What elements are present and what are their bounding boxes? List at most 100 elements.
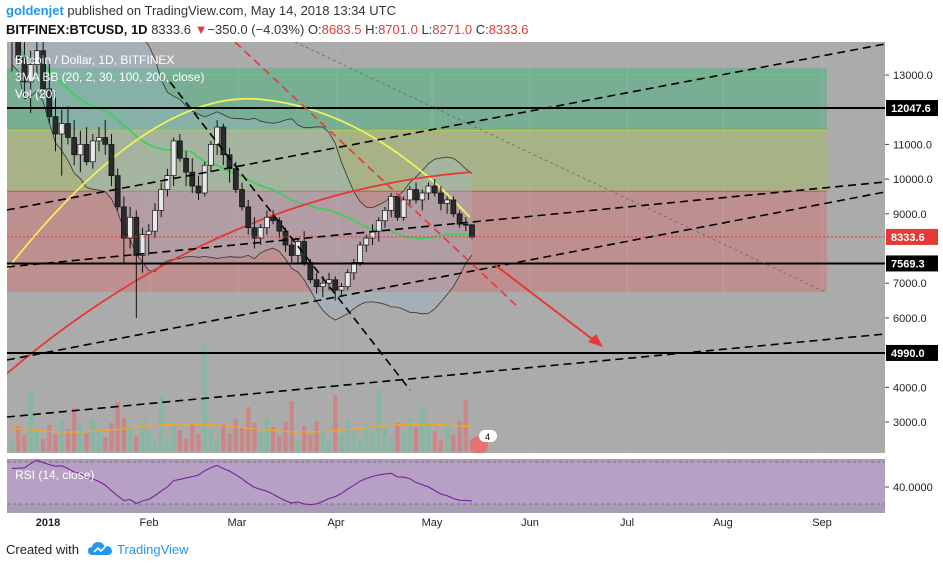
volume-bar	[357, 438, 363, 452]
x-tick-label: Aug	[713, 517, 733, 529]
down-arrow-icon: ▼	[194, 22, 208, 37]
candle-body	[15, 42, 22, 59]
high-label: H:	[365, 22, 379, 37]
candle-body	[220, 126, 227, 156]
volume-bar	[376, 389, 381, 452]
price-tag-label: 8333.6	[891, 232, 925, 244]
volume-bar	[84, 433, 89, 452]
volume-bar	[140, 422, 145, 452]
candle-body	[139, 234, 146, 256]
volume-bar	[16, 426, 21, 452]
candle-body	[71, 137, 78, 156]
event-badge-count: 4	[485, 432, 490, 442]
volume-bar	[420, 406, 425, 452]
volume-bar	[426, 422, 431, 452]
candle-body	[102, 137, 109, 145]
volume-bar	[252, 423, 257, 452]
price-tag	[886, 100, 938, 117]
candle-body	[239, 189, 245, 208]
price-tag-label: 7569.3	[891, 258, 925, 270]
candle-body	[388, 196, 395, 211]
trendline-mid	[7, 181, 885, 268]
high-value: 8701.0	[378, 22, 418, 37]
candle-body	[351, 262, 357, 274]
price-tag	[886, 228, 938, 245]
candle-body	[382, 209, 388, 222]
candle-body	[400, 199, 407, 218]
volume-bar	[333, 395, 338, 452]
x-tick-label: 2018	[36, 517, 60, 529]
volume-bar	[382, 428, 388, 452]
event-badge	[479, 430, 497, 442]
candle-body	[288, 244, 295, 256]
volume-bar	[103, 437, 108, 452]
y-tick-label: 7000.0	[893, 278, 927, 290]
candle-body	[83, 144, 90, 163]
candle-body	[282, 230, 289, 246]
trendline-upper	[7, 43, 885, 211]
projection-arrow	[494, 264, 601, 346]
candle-body	[58, 123, 65, 135]
volume-bar	[196, 434, 201, 452]
volume-bar	[264, 418, 270, 452]
volume-bar	[28, 391, 33, 452]
volume-bar	[65, 429, 71, 452]
trendline-bottom	[7, 333, 885, 418]
volume-bar	[339, 434, 344, 452]
volume-bar	[121, 418, 127, 452]
volume-bar	[90, 419, 96, 452]
volume-bar	[71, 408, 77, 452]
candle-body	[89, 140, 96, 163]
volume-bar	[301, 426, 307, 452]
candle-body	[164, 175, 171, 190]
candle-body	[406, 189, 413, 201]
rsi-band	[7, 462, 885, 504]
volume-bar	[9, 440, 15, 452]
open-label: O:	[307, 22, 322, 37]
volume-bar	[283, 422, 288, 452]
candle-body	[394, 196, 401, 218]
candle-body	[27, 64, 34, 83]
volume-bar	[134, 436, 139, 452]
candle-body	[21, 57, 28, 83]
volume-bar	[407, 418, 413, 452]
candle-body	[338, 286, 345, 291]
volume-bar	[34, 430, 40, 452]
volume-bar	[401, 432, 406, 452]
volume-bar	[158, 396, 164, 452]
volume-bar	[127, 427, 133, 452]
candle-body	[40, 50, 46, 90]
y-tick-label: 10000.0	[893, 174, 933, 186]
last-price: 8333.6	[151, 22, 191, 37]
candle-body	[413, 189, 419, 201]
volume-bar	[208, 429, 214, 452]
candle-body	[214, 126, 220, 145]
candle-body	[145, 230, 152, 235]
candle-body	[462, 223, 469, 226]
volume-bar	[171, 421, 176, 452]
price-tag-label: 12047.6	[891, 103, 931, 115]
volume-bar	[370, 433, 375, 452]
price-chart[interactable]: 4 13000.0 11000.0 10000.0 9000.0 7000.0 6000.…	[0, 42, 943, 533]
volume-bar	[78, 424, 83, 452]
publish-info: published on TradingView.com, May 14, 20…	[67, 3, 396, 18]
candle-body	[357, 244, 363, 263]
candle-body	[344, 272, 351, 288]
volume-bar	[258, 432, 263, 452]
x-tick-label: Jul	[620, 517, 634, 529]
trendline-faint	[294, 42, 826, 293]
candle-body	[307, 262, 314, 281]
candle-body	[375, 220, 382, 232]
price-tag-label: 4990.0	[891, 348, 925, 360]
candle-body	[456, 213, 463, 225]
tradingview-link[interactable]: TradingView	[117, 542, 189, 557]
volume-bar	[53, 434, 58, 452]
x-tick-label: Sep	[812, 517, 832, 529]
candle-body	[34, 50, 40, 65]
volume-bar	[388, 437, 394, 452]
y-tick-label: 11000.0	[893, 139, 932, 151]
created-with-text: Created with	[6, 542, 79, 557]
candle-body	[158, 189, 165, 211]
author-link[interactable]: goldenjet	[6, 3, 64, 18]
volume-bar	[59, 420, 64, 452]
